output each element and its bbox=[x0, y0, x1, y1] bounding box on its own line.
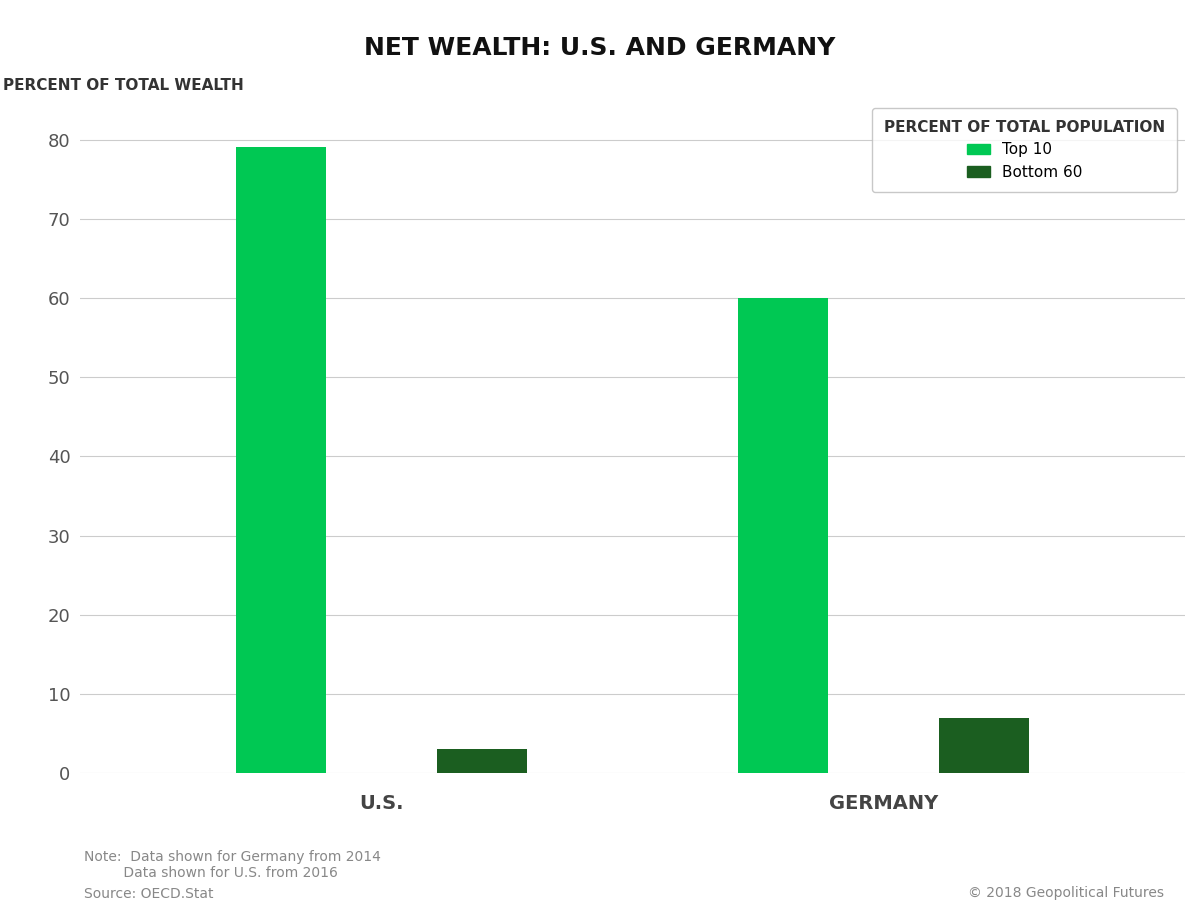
Bar bbox=[938, 717, 1030, 773]
Text: Data shown for U.S. from 2016: Data shown for U.S. from 2016 bbox=[84, 866, 338, 880]
Text: PERCENT OF TOTAL WEALTH: PERCENT OF TOTAL WEALTH bbox=[2, 78, 244, 94]
Bar bbox=[738, 298, 828, 773]
Bar bbox=[437, 750, 527, 773]
Text: Note:  Data shown for Germany from 2014: Note: Data shown for Germany from 2014 bbox=[84, 850, 380, 865]
Text: © 2018 Geopolitical Futures: © 2018 Geopolitical Futures bbox=[968, 886, 1164, 900]
Text: Source: OECD.Stat: Source: OECD.Stat bbox=[84, 886, 214, 900]
Legend: Top 10, Bottom 60: Top 10, Bottom 60 bbox=[871, 108, 1177, 193]
Bar bbox=[235, 148, 326, 773]
Text: NET WEALTH: U.S. AND GERMANY: NET WEALTH: U.S. AND GERMANY bbox=[365, 36, 835, 60]
